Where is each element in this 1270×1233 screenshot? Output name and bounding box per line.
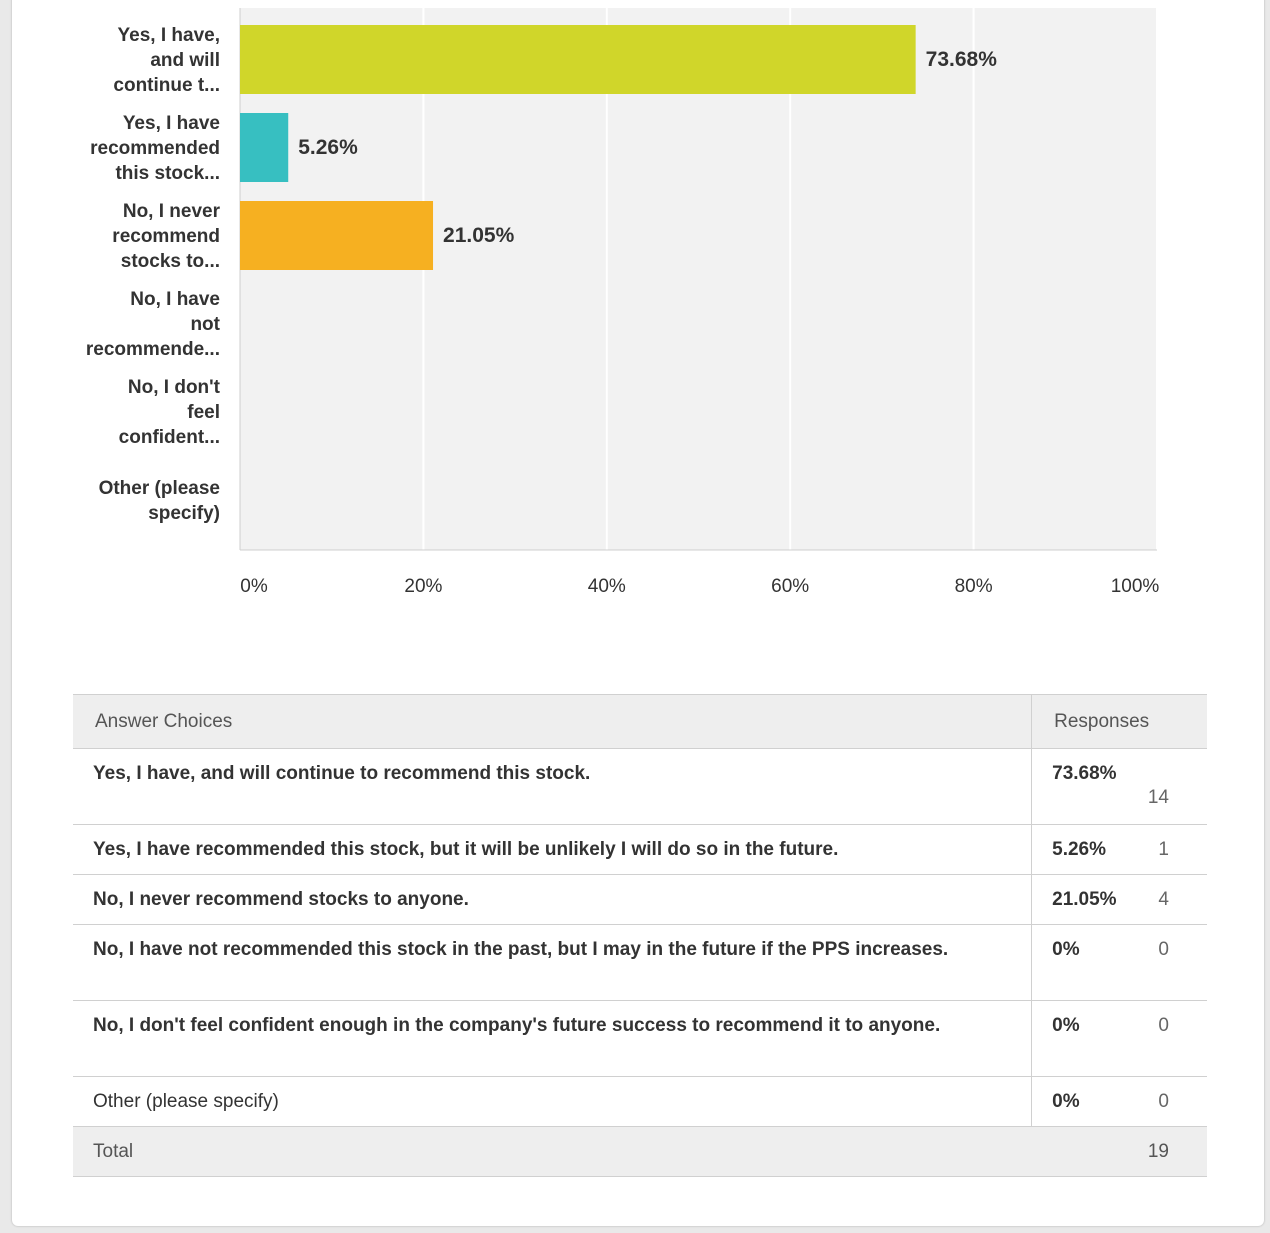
category-label-line: this stock... [115, 163, 220, 184]
response-count: 0 [1158, 1091, 1169, 1112]
response-cell: 21.05% 4 [1031, 874, 1207, 925]
total-count: 19 [1031, 1126, 1207, 1177]
table-row: Other (please specify) 0% 0 [73, 1076, 1207, 1127]
category-label-line: No, I have [130, 289, 220, 310]
category-label-line: Yes, I have [122, 113, 220, 134]
plot-area [240, 8, 1157, 550]
answer-choice: Yes, I have recommended this stock, but … [73, 824, 1032, 875]
table-header-row: Answer Choices Responses [73, 694, 1207, 749]
category-label-line: recommend [112, 226, 220, 247]
x-tick-label: 80% [954, 576, 993, 597]
x-tick-label: 100% [1110, 576, 1160, 597]
bar-chart-svg [239, 8, 1158, 551]
category-label-line: recommended [90, 138, 220, 159]
bar [240, 113, 289, 182]
category-label-line: Other (please [98, 477, 220, 499]
table-row: Yes, I have, and will continue to recomm… [73, 748, 1207, 825]
category-label-line: No, I never [122, 201, 220, 222]
category-label-line: specify) [148, 502, 220, 524]
category-label: No, I have not recommende... [40, 287, 220, 362]
response-cell: 0% 0 [1031, 1000, 1207, 1077]
x-tick-label: 40% [587, 576, 626, 597]
category-label: No, I don't feel confident... [40, 375, 220, 450]
answer-choice: No, I don't feel confident enough in the… [73, 1000, 1032, 1077]
category-label-line: recommende... [85, 339, 220, 360]
category-label-line: continue t... [113, 75, 220, 96]
x-tick-label: 60% [771, 576, 810, 597]
response-count: 1 [1158, 839, 1169, 860]
bar [240, 25, 916, 94]
x-tick-label: 0% [240, 576, 268, 597]
response-cell: 73.68% 14 [1031, 748, 1207, 825]
bar [240, 201, 434, 270]
responses-table: Answer Choices Responses Yes, I have, an… [73, 694, 1207, 1177]
total-row: Total 19 [73, 1126, 1207, 1177]
answer-choices-header: Answer Choices [73, 694, 1032, 749]
answer-choice: Other (please specify) [73, 1076, 1032, 1127]
table-row: Yes, I have recommended this stock, but … [73, 824, 1207, 875]
table-row: No, I don't feel confident enough in the… [73, 1000, 1207, 1077]
value-label: 73.68% [925, 47, 997, 71]
response-cell: 5.26% 1 [1031, 824, 1207, 875]
response-count: 4 [1158, 889, 1169, 910]
bar-chart: Yes, I have, and will continue t... 73.68% Y… [40, 8, 1160, 597]
category-label-line: Yes, I have, [117, 25, 220, 46]
category-label: No, I never recommend stocks to... [40, 199, 220, 274]
category-label-line: confident... [118, 427, 220, 448]
x-tick-label: 20% [404, 576, 443, 597]
table-row: No, I never recommend stocks to anyone. … [73, 874, 1207, 925]
answer-choice: No, I never recommend stocks to anyone. [73, 874, 1032, 925]
category-label-line: No, I don't [127, 377, 220, 398]
response-cell: 0% 0 [1031, 1076, 1207, 1127]
response-percent: 0% [1052, 1091, 1080, 1112]
responses-header: Responses [1031, 694, 1207, 749]
table-row: No, I have not recommended this stock in… [73, 924, 1207, 1001]
response-count: 14 [1147, 787, 1169, 808]
value-label: 21.05% [443, 223, 515, 247]
category-label-line: feel [187, 402, 220, 423]
category-label: Yes, I have, and will continue t... [40, 23, 220, 98]
response-percent: 21.05% [1052, 889, 1117, 910]
category-label-line: not [190, 314, 220, 335]
response-count: 0 [1158, 1015, 1169, 1036]
category-label: Other (please specify) [40, 476, 220, 526]
answer-choice: Yes, I have, and will continue to recomm… [73, 748, 1032, 825]
response-cell: 0% 0 [1031, 924, 1207, 1001]
response-percent: 0% [1052, 939, 1080, 960]
total-label: Total [73, 1126, 1032, 1177]
response-percent: 0% [1052, 1015, 1080, 1036]
answer-choice: No, I have not recommended this stock in… [73, 924, 1032, 1001]
response-percent: 73.68% [1052, 763, 1117, 784]
value-label: 5.26% [298, 135, 358, 159]
response-percent: 5.26% [1052, 839, 1106, 860]
response-count: 0 [1158, 939, 1169, 960]
category-label-line: and will [150, 50, 220, 71]
category-label: Yes, I have recommended this stock... [40, 111, 220, 186]
category-label-line: stocks to... [120, 251, 220, 272]
